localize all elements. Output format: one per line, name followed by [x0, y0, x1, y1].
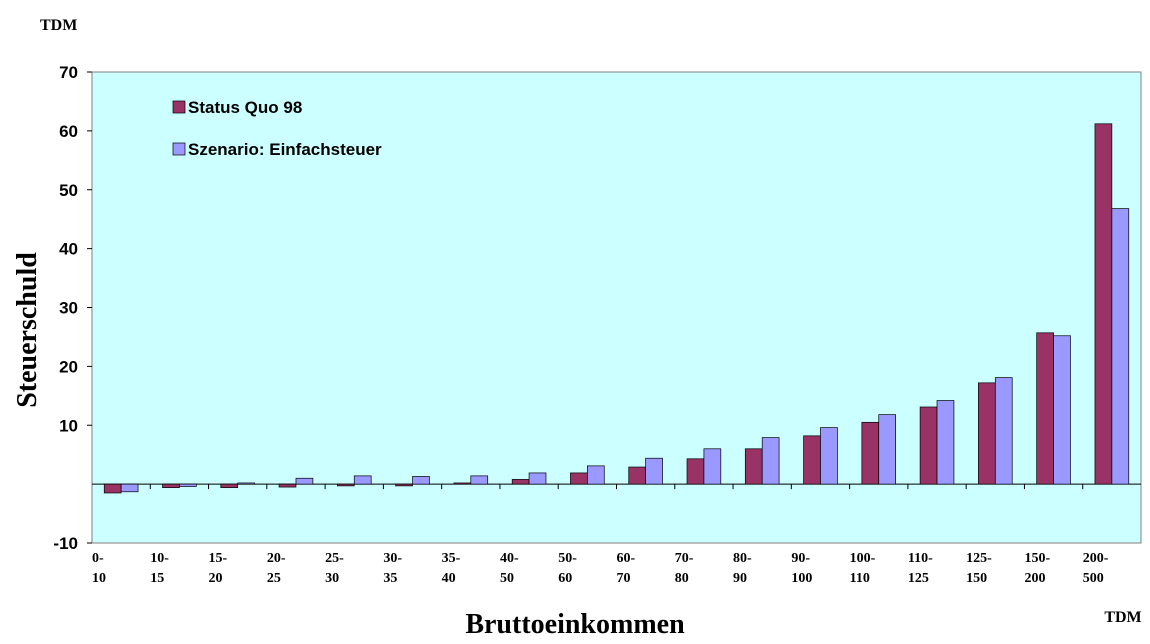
- bar: [803, 435, 821, 485]
- bar: [470, 475, 489, 485]
- x-tick-label: 80-90: [733, 551, 752, 586]
- bar: [162, 483, 180, 489]
- bar: [528, 472, 547, 485]
- bar: [978, 382, 996, 485]
- y-tick-label: 50: [59, 181, 78, 200]
- y-axis-label: Steuerschuld: [12, 252, 43, 408]
- x-tick-label: 25-30: [325, 551, 344, 586]
- bar: [120, 483, 139, 493]
- bar: [395, 483, 413, 487]
- x-tick-label: 90-100: [791, 551, 812, 586]
- x-tick-label: 60-70: [617, 551, 636, 586]
- x-tick-label: 110-125: [908, 551, 933, 586]
- x-tick-label: 10-15: [150, 551, 169, 586]
- bar: [336, 483, 355, 487]
- bar: [820, 427, 838, 485]
- y-tick-label: -10: [53, 534, 78, 553]
- x-tick-label: 150-200: [1024, 551, 1050, 586]
- x-tick-label: 200-500: [1083, 551, 1109, 586]
- unit-top: TDM: [40, 17, 77, 34]
- bar: [1036, 332, 1054, 485]
- y-tick-label: 20: [59, 357, 78, 376]
- bar: [919, 406, 938, 485]
- bar: [686, 458, 705, 485]
- bar: [278, 483, 297, 488]
- y-tick-label: 60: [59, 122, 78, 141]
- x-tick-label: 50-60: [558, 551, 577, 586]
- legend-label: Status Quo 98: [188, 98, 302, 117]
- bar: [412, 476, 430, 485]
- x-tick-label: 0-10: [92, 551, 106, 586]
- bar: [237, 482, 255, 485]
- bar: [1094, 123, 1113, 485]
- bar: [1053, 335, 1071, 485]
- x-tick-label: 125-150: [966, 551, 992, 586]
- x-tick-label: 15-20: [209, 551, 228, 586]
- y-tick-label: 30: [59, 299, 78, 318]
- legend-swatch: [172, 142, 186, 156]
- bar: [703, 448, 722, 485]
- bar: [936, 400, 955, 485]
- bar: [295, 477, 314, 485]
- y-tick-label: 70: [59, 63, 78, 82]
- bar: [570, 472, 588, 485]
- bar: [628, 466, 646, 485]
- x-tick-label: 20-25: [267, 551, 286, 586]
- bar: [220, 483, 239, 489]
- bar: [645, 457, 663, 485]
- bar: [878, 414, 897, 485]
- x-tick-label: 30-35: [383, 551, 402, 586]
- legend-label: Szenario: Einfachsteuer: [188, 140, 382, 159]
- bar: [761, 437, 780, 485]
- x-axis-label: Bruttoeinkommen: [465, 609, 685, 639]
- bar: [453, 482, 472, 485]
- legend-swatch: [172, 100, 186, 114]
- bar: [1111, 208, 1130, 485]
- x-tick-label: 35-40: [442, 551, 461, 586]
- bar: [511, 479, 530, 485]
- bar: [744, 448, 763, 485]
- bar: [353, 475, 372, 485]
- bar: [587, 465, 605, 485]
- plot-area: [91, 71, 1142, 544]
- bar: [103, 483, 122, 494]
- y-tick-label: 10: [59, 416, 78, 435]
- x-tick-label: 100-110: [850, 551, 876, 586]
- bar: [994, 377, 1013, 485]
- bar: [861, 421, 880, 485]
- unit-bottom: TDM: [1104, 609, 1141, 626]
- bar: [179, 483, 197, 487]
- x-tick-label: 70-80: [675, 551, 694, 586]
- x-tick-label: 40-50: [500, 551, 519, 586]
- y-tick-label: 40: [59, 240, 78, 259]
